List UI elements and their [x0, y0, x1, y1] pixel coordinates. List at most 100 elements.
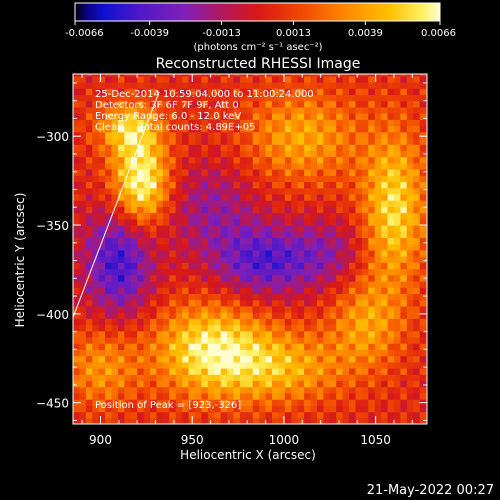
heatmap-cell: [175, 162, 183, 170]
heatmap-cell: [117, 75, 125, 83]
heatmap-cell: [73, 262, 81, 270]
heatmap-cell: [355, 330, 363, 338]
heatmap-cell: [291, 386, 299, 394]
heatmap-cell: [85, 349, 93, 357]
heatmap-cell: [361, 106, 369, 114]
heatmap-cell: [387, 312, 395, 319]
heatmap-cell: [259, 237, 267, 245]
heatmap-cell: [368, 305, 376, 313]
heatmap-cell: [85, 318, 93, 326]
heatmap-cell: [413, 144, 421, 151]
heatmap-cell: [239, 137, 247, 145]
heatmap-cell: [336, 225, 344, 232]
heatmap-cell: [79, 399, 87, 406]
heatmap-cell: [246, 212, 254, 220]
heatmap-cell: [284, 268, 292, 276]
heatmap-cell: [130, 417, 138, 424]
heatmap-cell: [368, 137, 376, 145]
heatmap-cell: [284, 355, 292, 363]
heatmap-cell: [239, 144, 247, 151]
heatmap-cell: [323, 274, 331, 282]
heatmap-cell: [227, 324, 235, 332]
heatmap-cell: [201, 399, 209, 406]
heatmap-cell: [349, 330, 357, 338]
heatmap-cell: [194, 113, 202, 120]
heatmap-cell: [207, 361, 215, 369]
heatmap-cell: [374, 256, 382, 263]
heatmap-cell: [214, 287, 222, 295]
heatmap-cell: [400, 131, 408, 139]
heatmap-cell: [73, 256, 81, 263]
heatmap-cell: [143, 106, 151, 114]
heatmap-cell: [105, 293, 113, 301]
heatmap-cell: [92, 106, 100, 114]
heatmap-cell: [137, 361, 145, 369]
heatmap-cell: [150, 386, 158, 394]
heatmap-cell: [130, 150, 138, 158]
heatmap-cell: [252, 150, 260, 158]
heatmap-cell: [393, 144, 401, 151]
heatmap-cell: [175, 169, 183, 176]
heatmap-cell: [117, 399, 125, 406]
heatmap-cell: [349, 262, 357, 270]
heatmap-cell: [336, 399, 344, 406]
heatmap-cell: [239, 268, 247, 276]
heatmap-cell: [413, 113, 421, 120]
heatmap-cell: [310, 305, 318, 313]
heatmap-cell: [355, 169, 363, 176]
heatmap-cell: [169, 386, 177, 394]
heatmap-cell: [207, 237, 215, 245]
heatmap-cell: [201, 81, 209, 89]
heatmap-cell: [169, 175, 177, 183]
heatmap-cell: [169, 81, 177, 89]
heatmap-cell: [92, 249, 100, 257]
heatmap-cell: [310, 218, 318, 226]
heatmap-cell: [182, 274, 190, 282]
y-tick-label: −450: [36, 397, 69, 411]
heatmap-cell: [361, 374, 369, 382]
heatmap-cell: [393, 131, 401, 139]
heatmap-cell: [252, 274, 260, 282]
heatmap-cell: [400, 268, 408, 276]
heatmap-cell: [150, 193, 158, 201]
heatmap-cell: [188, 144, 196, 151]
heatmap-cell: [73, 411, 81, 419]
heatmap-cell: [259, 162, 267, 170]
heatmap-cell: [368, 374, 376, 382]
heatmap-cell: [259, 330, 267, 338]
heatmap-cell: [194, 88, 202, 96]
heatmap-cell: [355, 200, 363, 207]
heatmap-cell: [233, 75, 241, 83]
heatmap-cell: [98, 106, 106, 114]
heatmap-cell: [297, 374, 305, 382]
heatmap-cell: [413, 249, 421, 257]
heatmap-cell: [201, 411, 209, 419]
heatmap-cell: [336, 218, 344, 226]
heatmap-cell: [419, 119, 427, 127]
heatmap-cell: [92, 144, 100, 151]
heatmap-cell: [406, 94, 414, 102]
heatmap-cell: [413, 125, 421, 133]
heatmap-cell: [117, 312, 125, 319]
heatmap-cell: [252, 380, 260, 388]
heatmap-cell: [137, 386, 145, 394]
heatmap-cell: [400, 368, 408, 375]
heatmap-cell: [406, 312, 414, 319]
heatmap-cell: [361, 100, 369, 108]
heatmap-cell: [419, 94, 427, 102]
heatmap-cell: [361, 287, 369, 295]
heatmap-cell: [419, 312, 427, 319]
heatmap-cell: [355, 305, 363, 313]
heatmap-cell: [111, 287, 119, 295]
heatmap-cell: [73, 355, 81, 363]
heatmap-cell: [406, 330, 414, 338]
heatmap-cell: [233, 237, 241, 245]
heatmap-cell: [79, 262, 87, 270]
heatmap-cell: [393, 336, 401, 344]
heatmap-cell: [381, 181, 389, 189]
heatmap-cell: [175, 411, 183, 419]
heatmap-cell: [194, 156, 202, 164]
heatmap-cell: [304, 287, 312, 295]
heatmap-cell: [406, 349, 414, 357]
heatmap-cell: [291, 280, 299, 288]
